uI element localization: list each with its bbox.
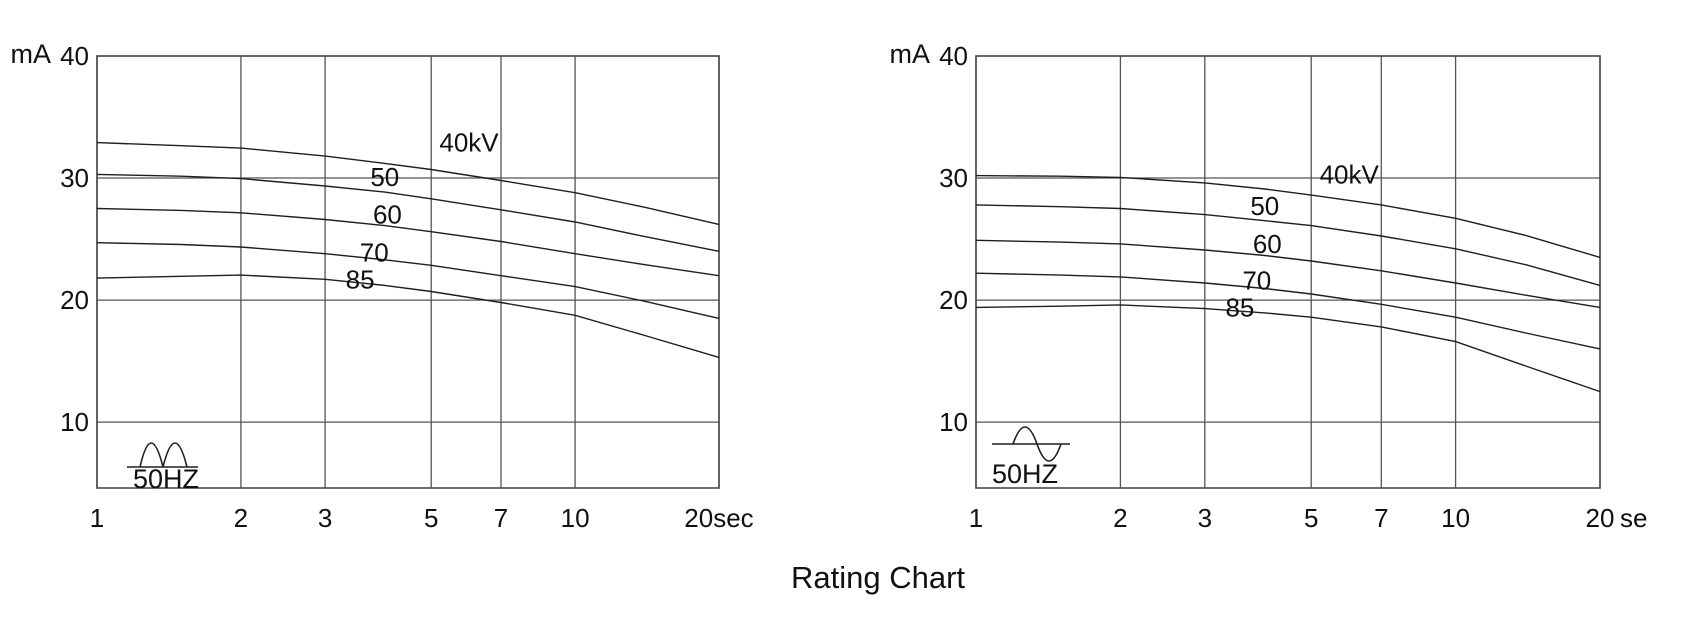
y-tick-label: 10 xyxy=(60,407,89,437)
y-tick-label: 30 xyxy=(60,163,89,193)
y-tick-label: 40 xyxy=(60,41,89,71)
curve-label-70: 70 xyxy=(360,238,389,268)
frequency-label: 50HZ xyxy=(992,459,1058,489)
curve-85 xyxy=(975,304,1601,393)
x-tick-label: 10 xyxy=(1441,503,1470,533)
curve-60 xyxy=(975,239,1601,309)
x-tick-label: 2 xyxy=(1113,503,1127,533)
x-tick-label: 7 xyxy=(1374,503,1388,533)
x-tick-label: 10 xyxy=(561,503,590,533)
curve-label-60: 60 xyxy=(373,200,402,230)
curve-50 xyxy=(975,204,1601,287)
x-tick-label: 20sec xyxy=(684,503,753,533)
y-tick-label: 20 xyxy=(939,285,968,315)
curve-40kV xyxy=(96,141,720,226)
curve-50 xyxy=(96,173,720,252)
curve-label-50: 50 xyxy=(1250,191,1279,221)
x-tick-label: 3 xyxy=(318,503,332,533)
x-tick-label: 1 xyxy=(90,503,104,533)
y-tick-label: 20 xyxy=(60,285,89,315)
curve-70 xyxy=(96,242,720,320)
x-tick-label: 2 xyxy=(234,503,248,533)
y-tick-label: 30 xyxy=(939,163,968,193)
full-wave-rectified-waveform-icon xyxy=(139,442,188,468)
y-tick-label: 10 xyxy=(939,407,968,437)
curve-label-85: 85 xyxy=(346,264,375,294)
curve-label-85: 85 xyxy=(1225,292,1254,322)
x-tick-label: 1 xyxy=(969,503,983,533)
curve-85 xyxy=(96,274,720,359)
frequency-label: 50HZ xyxy=(133,464,199,494)
x-tick-label: 7 xyxy=(494,503,508,533)
y-axis-unit-label: mA xyxy=(11,39,52,69)
curve-label-60: 60 xyxy=(1253,229,1282,259)
x-tick-label: 5 xyxy=(1304,503,1318,533)
curve-label-40kV: 40kV xyxy=(1320,159,1380,189)
sine-waveform-icon xyxy=(1012,426,1062,462)
curve-70 xyxy=(975,272,1601,350)
curve-40kV xyxy=(975,174,1601,259)
x-tick-label: 3 xyxy=(1198,503,1212,533)
curve-label-50: 50 xyxy=(370,162,399,192)
y-axis-unit-label: mA xyxy=(890,39,931,69)
plot-frame xyxy=(975,55,1601,489)
y-tick-label: 40 xyxy=(939,41,968,71)
curve-label-40kV: 40kV xyxy=(439,128,499,158)
x-axis-unit-label: se xyxy=(1620,503,1647,533)
x-tick-label: 5 xyxy=(424,503,438,533)
curve-60 xyxy=(96,207,720,277)
chart-title: Rating Chart xyxy=(790,560,966,595)
x-tick-label: 20 xyxy=(1586,503,1615,533)
curve-label-70: 70 xyxy=(1242,266,1271,296)
plot-frame xyxy=(96,55,720,489)
